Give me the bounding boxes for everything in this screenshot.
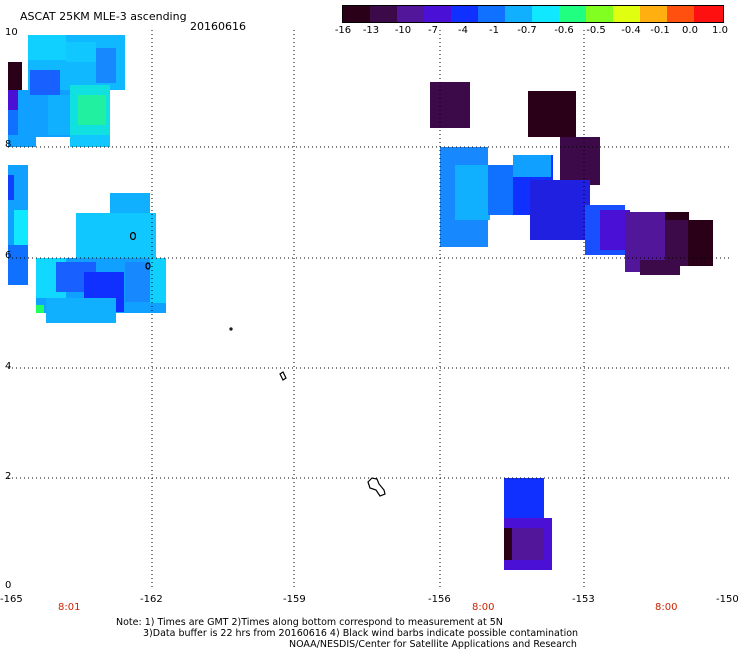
colorbar-segment [451,6,479,22]
swath-northwest [8,35,125,147]
lon-label: -165 [0,594,23,605]
colorbar-segment [397,6,425,22]
lon-label: -159 [283,594,306,605]
time-label: 8:00 [655,602,678,613]
colorbar-segment [640,6,668,22]
footer-note-2: 3)Data buffer is 22 hrs from 20160616 4)… [143,628,579,639]
colorbar-label: -7 [428,25,438,36]
colorbar-label: -4 [458,25,468,36]
colorbar-segment [613,6,641,22]
colorbar-label: -0.1 [650,25,670,36]
lat-label: 8 [5,139,12,150]
colorbar-label: -10 [394,25,412,36]
lat-label: 0 [5,580,12,591]
colorbar-label: -1 [489,25,499,36]
lat-lon-grid [8,30,732,590]
colorbar-label: 0.0 [682,25,698,36]
lat-label: 6 [5,250,12,261]
colorbar-segment [667,6,695,22]
lon-label: -150 [716,594,739,605]
lon-label: -153 [572,594,595,605]
colorbar-segment [478,6,506,22]
colorbar-segment [586,6,614,22]
colorbar-label: -0.6 [554,25,574,36]
lon-label: -162 [140,594,163,605]
colorbar-label: -0.7 [517,25,537,36]
colorbar-label: -0.4 [621,25,641,36]
product-title: ASCAT 25KM MLE-3 ascending [20,10,187,23]
colorbar-segment [505,6,533,22]
swath-west-middle [8,165,166,323]
colorbar-label: -16 [334,25,352,36]
colorbar-label: -13 [362,25,380,36]
time-label: 8:01 [58,602,81,613]
colorbar-label: -0.5 [586,25,606,36]
lon-label: -156 [428,594,451,605]
colorbar-segment [370,6,398,22]
lat-label: 4 [5,361,12,372]
colorbar-segment [694,6,723,22]
colorbar-segment [343,6,371,22]
lat-label: 2 [5,471,12,482]
colorbar-segment [559,6,587,22]
time-label: 8:00 [472,602,495,613]
lat-label: 10 [5,27,18,38]
swath-south [504,478,552,570]
product-date: 20160616 [190,20,246,33]
footer-credit: NOAA/NESDIS/Center for Satellite Applica… [289,639,577,650]
footer-note-1: Note: 1) Times are GMT 2)Times along bot… [116,617,503,628]
colorbar-segment [532,6,560,22]
swath-east [430,82,713,275]
colorbar-label: 1.0 [712,25,728,36]
colorbar-segment [424,6,452,22]
colorbar: -16 -13 -10 -7 -4 -1 -0.7 -0.6 -0.5 -0.4… [335,0,728,40]
coastline [129,231,386,497]
